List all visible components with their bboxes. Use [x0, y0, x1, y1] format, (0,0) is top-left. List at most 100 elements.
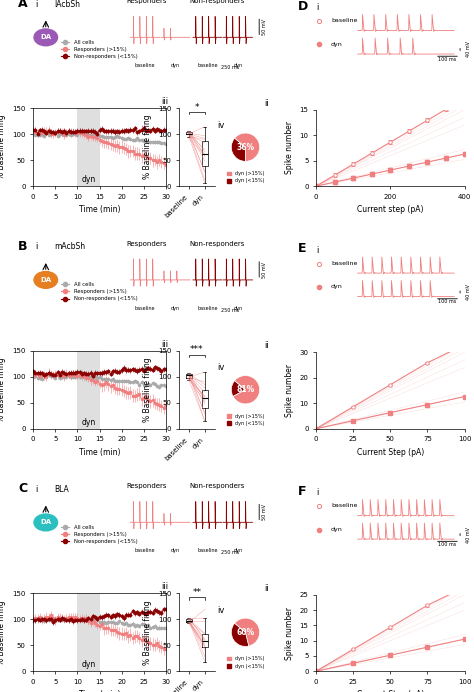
Text: 50 mV: 50 mV	[262, 19, 267, 35]
Text: 100 ms: 100 ms	[438, 542, 456, 547]
Text: ii: ii	[0, 340, 1, 349]
Y-axis label: % Baseline firing: % Baseline firing	[144, 115, 153, 179]
Wedge shape	[233, 376, 260, 404]
Text: 60%: 60%	[237, 628, 255, 637]
Text: mAcbSh: mAcbSh	[54, 242, 85, 251]
X-axis label: Time (min): Time (min)	[79, 691, 120, 692]
Y-axis label: Spike number: Spike number	[285, 606, 294, 659]
Text: Responders: Responders	[126, 0, 167, 4]
Bar	[77, 351, 100, 428]
Text: 250 ms: 250 ms	[221, 308, 239, 313]
Text: ***: ***	[190, 345, 203, 354]
Text: 40 mV: 40 mV	[466, 42, 471, 57]
X-axis label: Current Step (pA): Current Step (pA)	[357, 691, 424, 692]
Text: BLA: BLA	[54, 484, 69, 493]
Circle shape	[34, 514, 57, 531]
Wedge shape	[235, 133, 260, 161]
Text: i: i	[35, 242, 37, 251]
Legend: dyn (>15%), dyn (<15%): dyn (>15%), dyn (<15%)	[225, 654, 266, 671]
Circle shape	[34, 29, 57, 46]
Text: baseline: baseline	[197, 306, 218, 311]
Circle shape	[34, 271, 57, 289]
Legend: dyn (>15%), dyn (<15%): dyn (>15%), dyn (<15%)	[225, 169, 266, 185]
Y-axis label: Spike number: Spike number	[285, 121, 294, 174]
Text: Non-responders: Non-responders	[189, 483, 245, 489]
Y-axis label: % Baseline firing: % Baseline firing	[144, 358, 153, 422]
Text: ii: ii	[264, 584, 269, 593]
Text: baseline: baseline	[197, 64, 218, 69]
X-axis label: Current step (pA): Current step (pA)	[357, 206, 424, 215]
Y-axis label: % Baseline firing: % Baseline firing	[0, 115, 7, 179]
Text: iv: iv	[217, 606, 225, 614]
Text: baseline: baseline	[135, 549, 155, 554]
Text: baseline: baseline	[197, 549, 218, 554]
Text: *: *	[194, 103, 199, 112]
Text: dyn: dyn	[82, 660, 96, 669]
X-axis label: Time (min): Time (min)	[79, 448, 120, 457]
Wedge shape	[231, 138, 246, 161]
Text: 40 mV: 40 mV	[466, 284, 471, 300]
Text: DA: DA	[40, 520, 51, 525]
Text: iv: iv	[217, 120, 225, 129]
Y-axis label: % Baseline firing: % Baseline firing	[144, 600, 153, 664]
Legend: dyn (>15%), dyn (<15%): dyn (>15%), dyn (<15%)	[225, 412, 266, 428]
Text: 100 ms: 100 ms	[438, 57, 456, 62]
Text: 50 mV: 50 mV	[262, 504, 267, 520]
Text: D: D	[298, 0, 309, 12]
Text: **: **	[192, 588, 201, 597]
Text: baseline: baseline	[331, 18, 357, 23]
Text: dyn: dyn	[331, 42, 343, 46]
Text: baseline: baseline	[331, 261, 357, 266]
Text: i: i	[316, 489, 319, 498]
Text: C: C	[18, 482, 27, 495]
Wedge shape	[231, 623, 249, 646]
Text: Non-responders: Non-responders	[189, 241, 245, 247]
Text: i: i	[316, 246, 319, 255]
Text: 36%: 36%	[237, 143, 255, 152]
Text: iii: iii	[162, 583, 169, 592]
Text: baseline: baseline	[331, 503, 357, 508]
Text: i: i	[35, 484, 37, 493]
Y-axis label: % Baseline firing: % Baseline firing	[0, 358, 7, 422]
Text: 100 ms: 100 ms	[438, 300, 456, 304]
Text: baseline: baseline	[135, 306, 155, 311]
Text: dyn: dyn	[331, 284, 343, 289]
Text: ii: ii	[0, 583, 1, 592]
Bar	[77, 108, 100, 186]
Y-axis label: % Baseline firing: % Baseline firing	[0, 600, 7, 664]
Text: iii: iii	[162, 340, 169, 349]
Y-axis label: Spike number: Spike number	[285, 364, 294, 417]
Text: F: F	[298, 485, 307, 498]
Text: dyn: dyn	[171, 549, 180, 554]
Text: i: i	[316, 3, 319, 12]
Text: ii: ii	[264, 341, 269, 350]
Text: DA: DA	[40, 35, 51, 40]
Text: dyn: dyn	[331, 527, 343, 531]
Text: Responders: Responders	[126, 483, 167, 489]
Text: iv: iv	[217, 363, 225, 372]
Text: DA: DA	[40, 277, 51, 283]
Wedge shape	[231, 381, 246, 397]
Text: A: A	[18, 0, 27, 10]
Text: dyn: dyn	[233, 64, 243, 69]
Legend: All cells, Responders (>15%), Non-responders (<15%): All cells, Responders (>15%), Non-respon…	[59, 37, 139, 61]
X-axis label: Current Step (pA): Current Step (pA)	[357, 448, 424, 457]
Text: i: i	[35, 0, 37, 8]
Text: iii: iii	[162, 98, 169, 107]
Text: 81%: 81%	[237, 385, 255, 394]
Wedge shape	[235, 618, 260, 646]
Text: B: B	[18, 239, 27, 253]
Text: dyn: dyn	[82, 175, 96, 184]
Text: dyn: dyn	[233, 549, 243, 554]
Text: Responders: Responders	[126, 241, 167, 247]
Text: dyn: dyn	[171, 64, 180, 69]
Text: 40 mV: 40 mV	[466, 527, 471, 543]
Bar	[77, 593, 100, 671]
Text: baseline: baseline	[135, 64, 155, 69]
Text: dyn: dyn	[233, 306, 243, 311]
Text: 250 ms: 250 ms	[221, 550, 239, 555]
Text: ii: ii	[264, 99, 269, 108]
Text: dyn: dyn	[82, 417, 96, 426]
Legend: All cells, Responders (>15%), Non-responders (<15%): All cells, Responders (>15%), Non-respon…	[59, 522, 139, 546]
Text: dyn: dyn	[171, 306, 180, 311]
